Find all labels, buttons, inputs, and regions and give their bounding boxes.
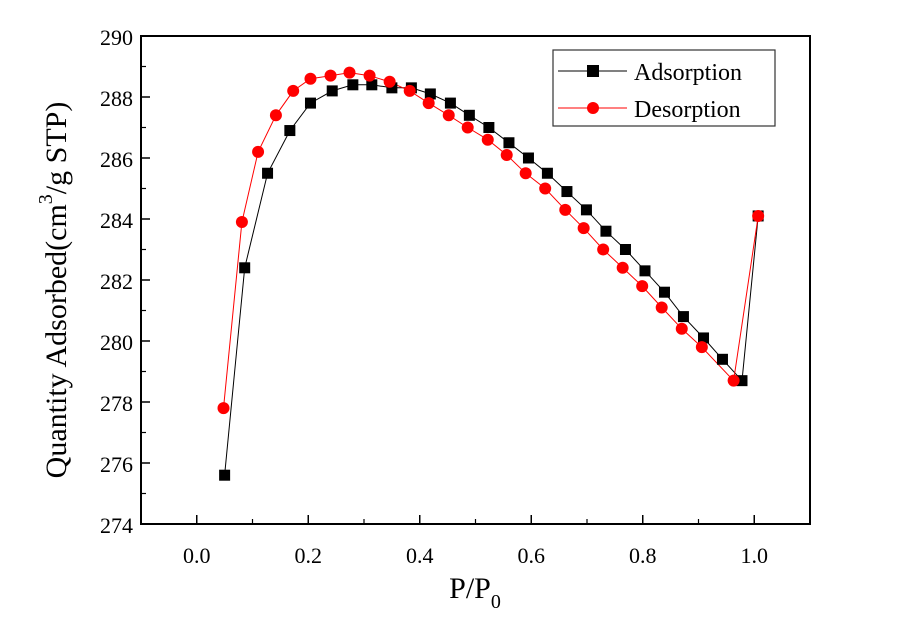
data-point-square [386, 82, 398, 94]
y-tick-label: 286 [100, 147, 133, 172]
y-tick-label: 290 [100, 25, 133, 50]
legend-item-desorption: Desorption [558, 97, 741, 123]
legend-marker-square-icon [587, 65, 599, 77]
y-axis-title: Quantity Adsorbed(cm3/g STP) [35, 102, 73, 479]
data-point-circle [655, 301, 668, 314]
data-point-circle [252, 145, 265, 158]
data-point-circle [422, 97, 435, 110]
data-point-square [639, 265, 651, 277]
data-point-circle [442, 109, 455, 122]
data-point-square [304, 97, 316, 109]
x-axis-ticks: 0.0 0.2 0.4 0.6 0.8 1.0 [183, 515, 768, 568]
data-point-square [463, 109, 475, 121]
data-point-square [580, 204, 592, 216]
markers-desorption [217, 66, 765, 415]
data-point-square [326, 85, 338, 97]
x-tick-label: 0.6 [518, 543, 546, 568]
legend-marker-circle-icon [587, 102, 599, 114]
data-point-circle [577, 222, 590, 235]
data-point-circle [519, 167, 532, 180]
data-point-circle [636, 280, 649, 293]
data-point-square [284, 125, 296, 137]
markers-adsorption [219, 79, 764, 481]
data-point-circle [539, 182, 552, 195]
data-point-circle [304, 72, 317, 85]
x-tick-label: 0.0 [183, 543, 211, 568]
data-point-square [736, 375, 748, 387]
data-point-square [503, 137, 515, 149]
data-point-circle [287, 84, 300, 97]
data-point-circle [500, 148, 513, 161]
series-lines [223, 72, 759, 476]
data-point-circle [559, 203, 572, 216]
data-point-circle [235, 216, 248, 229]
series-markers [217, 66, 765, 481]
data-point-circle [616, 261, 629, 274]
y-tick-label: 282 [100, 269, 133, 294]
x-axis-title-subscript: 0 [491, 591, 501, 613]
data-point-circle [675, 322, 688, 335]
y-axis-title-suffix: /g STP) [40, 102, 73, 195]
data-point-circle [383, 75, 396, 88]
x-tick-label: 1.0 [741, 543, 769, 568]
data-point-circle [324, 69, 337, 82]
data-point-square [219, 469, 231, 481]
data-point-square [716, 353, 728, 365]
y-tick-label: 284 [100, 208, 133, 233]
x-tick-label: 0.8 [629, 543, 657, 568]
data-point-circle [752, 209, 765, 222]
x-tick-label: 0.4 [406, 543, 434, 568]
data-point-circle [727, 374, 740, 387]
y-tick-label: 278 [100, 391, 133, 416]
legend-item-adsorption: Adsorption [558, 60, 742, 86]
data-point-circle [597, 243, 610, 256]
y-axis-title-main: Quantity Adsorbed(cm [40, 204, 73, 478]
data-point-circle [481, 133, 494, 146]
data-point-square [522, 152, 534, 164]
data-point-circle [363, 69, 376, 82]
data-point-square [677, 311, 689, 323]
y-axis-title-superscript: 3 [35, 194, 57, 204]
y-tick-label: 276 [100, 452, 133, 477]
data-point-circle [461, 121, 474, 134]
legend-label-desorption: Desorption [634, 97, 741, 123]
legend-box [552, 49, 776, 127]
x-tick-label: 0.2 [295, 543, 323, 568]
data-point-circle [403, 84, 416, 97]
data-point-circle [217, 402, 230, 415]
x-axis-title: P/P0 [449, 572, 501, 613]
data-point-square [698, 332, 710, 344]
data-point-circle [269, 109, 282, 122]
series-line-desorption [223, 72, 759, 409]
data-point-square [483, 122, 495, 133]
data-point-square [541, 167, 553, 179]
x-axis-title-main: P/P [449, 572, 491, 605]
y-axis-ticks: 274 276 278 280 282 284 286 288 290 [100, 25, 150, 538]
legend-label-adsorption: Adsorption [634, 60, 742, 86]
y-tick-label: 274 [100, 513, 133, 538]
data-point-square [561, 186, 573, 198]
data-point-square [262, 167, 274, 179]
data-point-circle [695, 341, 708, 354]
data-point-square [366, 79, 378, 91]
y-tick-label: 288 [100, 86, 133, 111]
data-point-square [619, 244, 631, 255]
data-point-square [658, 286, 670, 298]
data-point-square [424, 88, 436, 100]
data-point-circle [343, 66, 356, 79]
data-point-square [347, 79, 359, 91]
data-point-square [600, 225, 612, 237]
data-point-square [444, 97, 456, 109]
legend: Adsorption Desorption [552, 49, 776, 127]
y-tick-label: 280 [100, 330, 133, 355]
series-line-adsorption [224, 84, 759, 476]
data-point-square [239, 262, 251, 274]
